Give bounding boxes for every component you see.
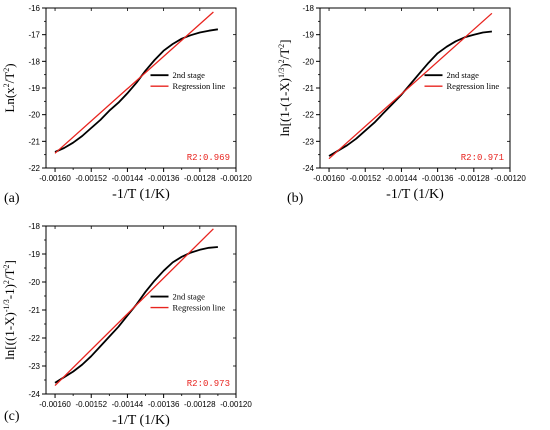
x-tick-label: -0.00160 bbox=[313, 174, 345, 183]
x-tick-label: -0.00152 bbox=[75, 400, 107, 409]
y-tick-label: -21 bbox=[302, 84, 314, 93]
y-tick-label: -20 bbox=[302, 57, 314, 66]
series-2nd-stage-line bbox=[54, 246, 218, 384]
chart-panel-1: -0.00160 -0.00152 -0.00144 -0.00136 -0.00128… bbox=[2, 4, 252, 206]
y-tick-label: -19 bbox=[302, 31, 314, 40]
x-tick-label: -0.00152 bbox=[349, 174, 381, 183]
y-tick-label: -18 bbox=[28, 222, 40, 231]
x-tick-label: -0.00144 bbox=[112, 400, 144, 409]
x-axis-label: -1/T (1/K) bbox=[112, 187, 170, 202]
x-tick-label: -0.00144 bbox=[112, 174, 144, 183]
panel-label: (a) bbox=[4, 191, 20, 206]
x-tick-label: -0.00144 bbox=[386, 174, 418, 183]
x-tick-label: -0.00120 bbox=[220, 400, 252, 409]
series-regression-line bbox=[54, 228, 214, 387]
x-axis-label: -1/T (1/K) bbox=[112, 413, 170, 428]
legend-label: 2nd stage bbox=[447, 70, 480, 80]
y-axis-label: ln[(1-(1-X)1/3)2/T2] bbox=[277, 40, 292, 137]
y-tick-label: -19 bbox=[28, 84, 40, 93]
x-tick-label: -0.00152 bbox=[75, 174, 107, 183]
panel-label: (c) bbox=[4, 409, 20, 424]
series-2nd-stage-line bbox=[54, 28, 219, 153]
x-tick-label: -0.00120 bbox=[494, 174, 526, 183]
y-tick-label: -16 bbox=[28, 4, 40, 13]
y-tick-label: -22 bbox=[28, 334, 40, 343]
y-tick-label: -17 bbox=[28, 31, 40, 40]
x-tick-label: -0.00136 bbox=[148, 174, 180, 183]
y-tick-label: -20 bbox=[28, 278, 40, 287]
r2-annotation: R2:0.969 bbox=[187, 153, 230, 163]
x-tick-label: -0.00160 bbox=[39, 174, 71, 183]
legend-label: 2nd stage bbox=[173, 292, 206, 302]
y-tick-label: -18 bbox=[302, 4, 314, 13]
legend-label: 2nd stage bbox=[173, 70, 206, 80]
y-tick-label: -18 bbox=[28, 57, 40, 66]
y-tick-label: -23 bbox=[28, 362, 40, 371]
x-tick-label: -0.00128 bbox=[184, 174, 216, 183]
legend-label: Regression line bbox=[447, 81, 500, 91]
r2-annotation: R2:0.973 bbox=[187, 379, 230, 389]
y-tick-label: -20 bbox=[28, 111, 40, 120]
y-axis-label: ln[((1-X)-1/3-1)2/T2] bbox=[2, 260, 17, 360]
x-axis-label: -1/T (1/K) bbox=[386, 187, 444, 202]
y-tick-label: -24 bbox=[302, 164, 314, 173]
panel-label: (b) bbox=[287, 191, 304, 206]
series-regression-line bbox=[328, 12, 493, 160]
chart-panel-3: -0.00160 -0.00152 -0.00144 -0.00136 -0.00128… bbox=[2, 222, 252, 428]
y-tick-label: -23 bbox=[302, 137, 314, 146]
x-tick-label: -0.00136 bbox=[422, 174, 454, 183]
x-tick-label: -0.00160 bbox=[39, 400, 71, 409]
y-tick-label: -19 bbox=[28, 250, 40, 259]
x-tick-label: -0.00128 bbox=[458, 174, 490, 183]
y-tick-label: -22 bbox=[28, 164, 40, 173]
y-tick-label: -21 bbox=[28, 306, 40, 315]
legend-label: Regression line bbox=[173, 81, 226, 91]
x-tick-label: -0.00120 bbox=[220, 174, 252, 183]
x-tick-label: -0.00128 bbox=[184, 400, 216, 409]
y-axis-label: Ln(x2/T2) bbox=[2, 63, 17, 112]
y-tick-label: -24 bbox=[28, 390, 40, 399]
y-tick-label: -21 bbox=[28, 137, 40, 146]
y-tick-label: -22 bbox=[302, 111, 314, 120]
series-regression-line bbox=[54, 11, 214, 154]
legend-label: Regression line bbox=[173, 303, 226, 313]
r2-annotation: R2:0.971 bbox=[461, 153, 504, 163]
x-tick-label: -0.00136 bbox=[148, 400, 180, 409]
chart-panel-2: -0.00160 -0.00152 -0.00144 -0.00136 -0.00128… bbox=[277, 4, 526, 206]
